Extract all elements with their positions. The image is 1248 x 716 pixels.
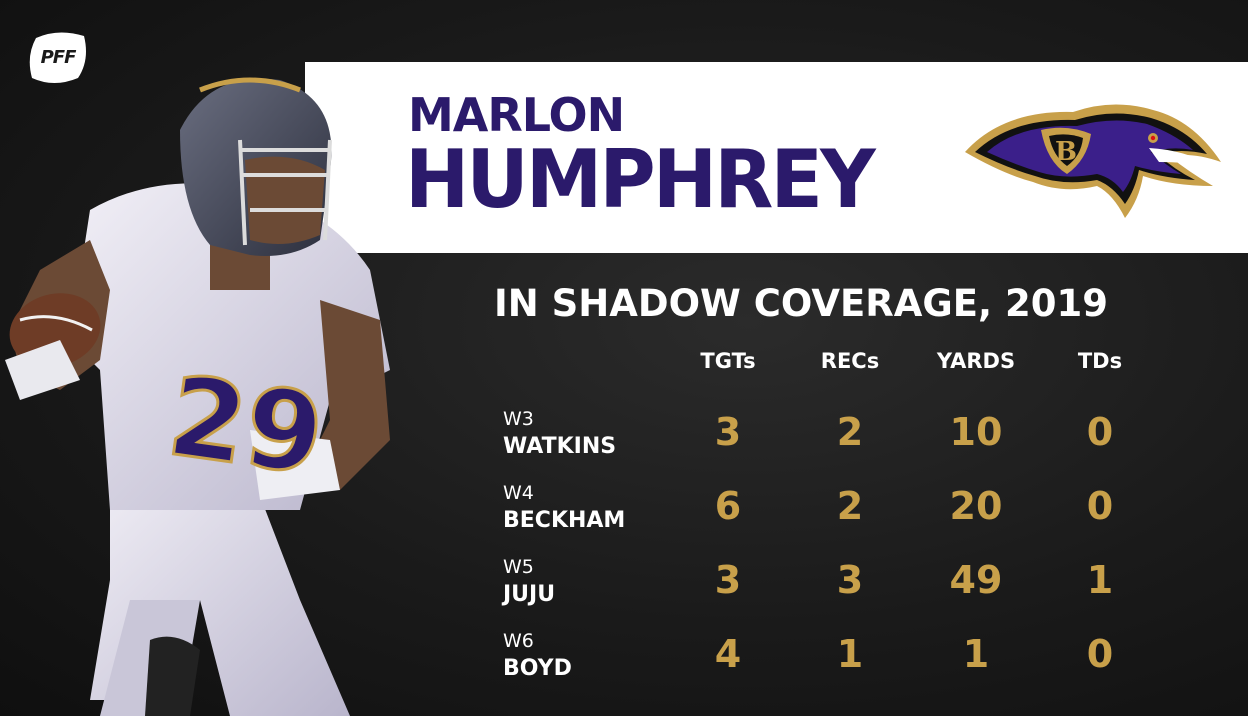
row-yards: 10 — [949, 410, 1003, 454]
row-yards: 20 — [949, 484, 1003, 528]
row-tgts: 6 — [714, 484, 742, 528]
row-week: W3 — [503, 408, 534, 430]
table-row: W4 BECKHAM 6 2 20 0 — [0, 482, 1248, 552]
row-tgts: 3 — [714, 558, 742, 602]
row-recs: 2 — [836, 484, 864, 528]
column-header-recs: RECs — [820, 349, 880, 373]
row-tds: 1 — [1086, 558, 1114, 602]
column-header-tgts: TGTs — [700, 349, 756, 373]
name-banner: MARLON HUMPHREY B — [305, 62, 1248, 253]
ravens-logo-icon: B — [965, 104, 1221, 218]
row-recs: 3 — [836, 558, 864, 602]
row-opponent: JUJU — [503, 582, 556, 607]
table-title: IN SHADOW COVERAGE, 2019 — [494, 282, 1108, 325]
column-header-yards: YARDS — [936, 349, 1016, 373]
table-row: W6 BOYD 4 1 1 0 — [0, 630, 1248, 700]
pff-football-shape — [29, 32, 86, 83]
row-tds: 0 — [1086, 484, 1114, 528]
row-recs: 2 — [836, 410, 864, 454]
row-tds: 0 — [1086, 410, 1114, 454]
row-opponent: BOYD — [503, 656, 572, 681]
row-tgts: 3 — [714, 410, 742, 454]
row-week: W4 — [503, 482, 534, 504]
player-photo: 29 — [5, 77, 390, 716]
row-yards: 1 — [962, 632, 990, 676]
column-header-tds: TDs — [1077, 349, 1123, 373]
svg-text:B: B — [1055, 137, 1077, 167]
table-row: W3 WATKINS 3 2 10 0 — [0, 408, 1248, 478]
table-row: W5 JUJU 3 3 49 1 — [0, 556, 1248, 626]
player-first-name: MARLON — [408, 88, 625, 142]
pff-logo-text: PFF — [40, 46, 77, 68]
row-tds: 0 — [1086, 632, 1114, 676]
row-week: W5 — [503, 556, 534, 578]
row-week: W6 — [503, 630, 534, 652]
row-yards: 49 — [949, 558, 1003, 602]
row-tgts: 4 — [714, 632, 742, 676]
svg-text:29: 29 — [161, 352, 330, 500]
row-recs: 1 — [836, 632, 864, 676]
pff-logo: PFF — [28, 30, 88, 84]
player-last-name: HUMPHREY — [405, 133, 876, 226]
row-opponent: WATKINS — [503, 434, 617, 459]
row-opponent: BECKHAM — [503, 508, 626, 533]
